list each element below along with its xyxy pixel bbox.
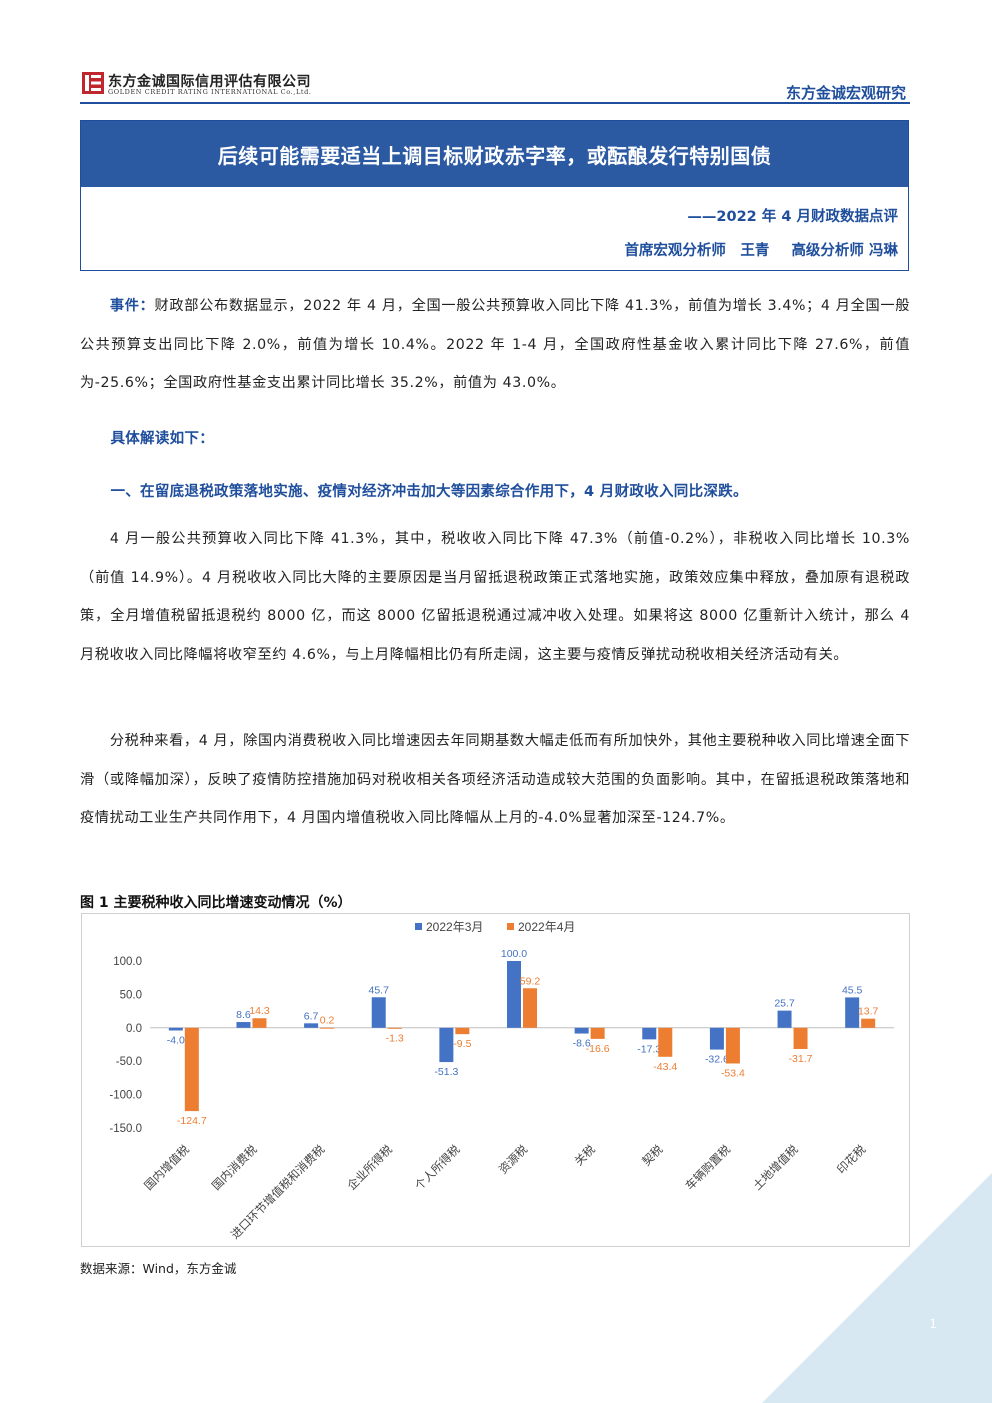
section1-heading: 一、在留底退税政策落地实施、疫情对经济冲击加大等因素综合作用下，4 月财政收入同… [110,484,748,500]
bar [642,1027,657,1040]
title-box: 后续可能需要适当上调目标财政赤字率，或酝酿发行特别国债 ——2022 年 4 月… [80,120,909,271]
data-label: -43.4 [653,1061,677,1073]
y-tick-label: 50.0 [120,989,142,1001]
data-label: -53.4 [721,1067,745,1079]
data-label: 0.2 [320,1015,335,1027]
data-label: 100.0 [501,948,527,960]
bar [725,1027,740,1064]
category-label: 车辆购置税 [682,1142,733,1193]
legend-label: 2022年4月 [518,920,575,934]
data-label: -17.3 [637,1043,661,1055]
author-secondary: 高级分析师 冯琳 [791,243,898,259]
legend-label: 2022年3月 [426,920,483,934]
category-label: 印花税 [834,1142,869,1177]
bar [439,1027,454,1063]
data-label: 6.7 [304,1010,319,1022]
header-divider [80,102,910,104]
bar [861,1018,876,1028]
bar-chart: 100.0 50.0 0.0 -50.0 -100.0 -150.0 2022年3月 2022… [109,920,894,1242]
bar [320,1027,335,1029]
y-tick-label: 100.0 [113,956,142,968]
category-label: 资源税 [496,1142,531,1177]
data-label: 14.3 [249,1005,270,1017]
y-tick-label: -50.0 [116,1056,142,1068]
data-label: -9.5 [453,1038,471,1050]
bar [168,1027,183,1031]
category-label: 个人所得税 [412,1142,463,1193]
legend-swatch [507,923,514,930]
bar [371,997,386,1028]
interpret-heading: 具体解读如下： [110,431,215,447]
bar [658,1027,673,1057]
bar [523,988,537,1028]
figure-title: 图 1 主要税种收入同比增速变动情况（%） [80,895,352,911]
corner-decoration [762,1173,992,1403]
category-label: 国内增值税 [141,1142,192,1193]
data-label: 59.2 [520,975,541,987]
legend-swatch [415,923,422,930]
data-label: -1.3 [386,1033,404,1045]
y-tick-label: 0.0 [126,1023,142,1035]
report-authors: 首席宏观分析师 王青 高级分析师 冯琳 [602,239,898,260]
event-text: 财政部公布数据显示，2022 年 4 月，全国一般公共预算收入同比下降 41.3… [80,298,910,391]
bar [304,1023,319,1028]
page-number: 1 [929,1317,937,1331]
company-name-en: GOLDEN CREDIT RATING INTERNATIONAL Co.,L… [108,88,312,96]
data-label: -124.7 [177,1115,207,1127]
chart-frame: 100.0 50.0 0.0 -50.0 -100.0 -150.0 2022年3月 2022… [81,913,910,1247]
y-tick-label: -150.0 [109,1123,142,1135]
data-label: 25.7 [774,998,795,1010]
data-label: -32.6 [705,1054,729,1066]
bar [507,961,521,1028]
bar [709,1027,724,1050]
data-label: -16.6 [586,1043,610,1055]
bar [793,1027,808,1049]
brand-label: 东方金诚宏观研究 [785,84,906,102]
paragraph-1: 4 月一般公共预算收入同比下降 41.3%，其中，税收收入同比下降 47.3%（… [80,531,910,663]
event-paragraph: 事件：财政部公布数据显示，2022 年 4 月，全国一般公共预算收入同比下降 4… [80,287,910,403]
bar [236,1022,251,1028]
data-label: -51.3 [434,1066,458,1078]
company-name-cn: 东方金诚国际信用评估有限公司 [108,74,311,90]
category-label: 企业所得税 [344,1142,395,1193]
data-label: 45.5 [842,984,863,996]
report-title: 后续可能需要适当上调目标财政赤字率，或酝酿发行特别国债 [217,143,772,168]
category-label: 关税 [572,1142,599,1169]
company-logo-icon [82,72,104,94]
bar [590,1027,605,1039]
bar [455,1027,470,1035]
y-tick-label: -100.0 [109,1090,142,1102]
bar [184,1027,199,1112]
bar [387,1027,402,1029]
data-label: -31.7 [789,1053,813,1065]
data-label: -8.6 [573,1038,591,1050]
bar [845,997,860,1028]
category-label: 契税 [639,1142,666,1169]
paragraph-2: 分税种来看，4 月，除国内消费税收入同比增速因去年同期基数大幅走低而有所加快外，… [80,733,910,826]
title-band: 后续可能需要适当上调目标财政赤字率，或酝酿发行特别国债 [81,121,908,187]
data-label: 8.6 [236,1009,251,1021]
data-label: -4.0 [167,1034,185,1046]
category-label: 国内消费税 [209,1142,260,1193]
bar [574,1027,589,1034]
author-primary: 首席宏观分析师 王青 [624,243,770,259]
bar [777,1010,792,1028]
data-source: 数据来源：Wind，东方金诚 [80,1261,237,1276]
event-label: 事件： [109,298,155,314]
bar [252,1018,267,1028]
data-label: 13.7 [858,1006,879,1018]
report-subtitle: ——2022 年 4 月财政数据点评 [687,209,898,225]
data-label: 45.7 [369,984,390,996]
